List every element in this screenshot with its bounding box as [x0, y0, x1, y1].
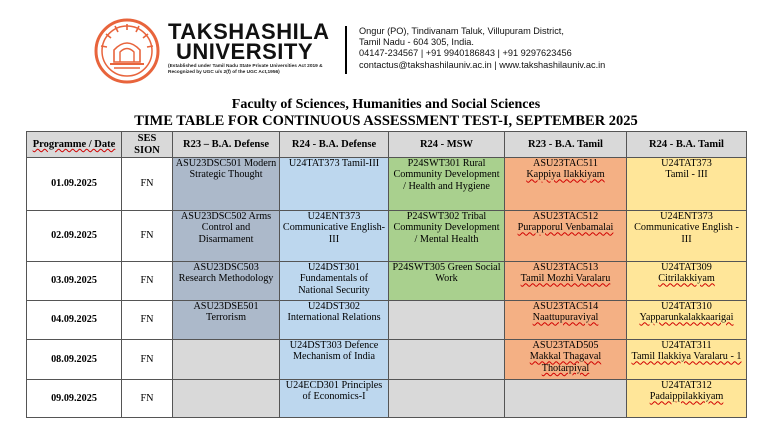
r23-defense-cell-empty	[172, 379, 280, 418]
date-cell: 04.09.2025	[26, 300, 122, 340]
r24-defense-cell: U24ECD301 Principles of Economics-I	[279, 379, 389, 418]
r23-defense-cell: ASU23DSE501 Terrorism	[172, 300, 280, 340]
session-cell: FN	[121, 379, 173, 418]
col-header-r24-defense: R24 - B.A. Defense	[279, 131, 389, 158]
col-header-r23-defense: R23 – B.A. Defense	[172, 131, 280, 158]
timetable-title: TIME TABLE FOR CONTINUOUS ASSESSMENT TES…	[134, 113, 638, 129]
r24-defense-cell: U24ENT373 Communicative English-III	[279, 210, 389, 262]
establishment-note: (Established under Tamil Nadu State Priv…	[168, 64, 323, 75]
date-cell: 01.09.2025	[26, 157, 122, 211]
r24-tamil-cell: U24TAT373 Tamil - III	[626, 157, 747, 211]
r23-tamil-cell-empty	[504, 379, 627, 418]
r23-tamil-cell: ASU23TAD505 Makkal Thagaval Thotarpiyal	[504, 339, 627, 380]
r23-tamil-cell: ASU23TAC511 Kappiya Ilakkiyam	[504, 157, 627, 211]
date-cell: 02.09.2025	[26, 210, 122, 262]
table-row: 08.09.2025 FN U24DST303 Defence Mechanis…	[26, 339, 747, 380]
timetable: Programme / Date SES SION R23 – B.A. Def…	[26, 131, 747, 418]
table-row: 01.09.2025 FN ASU23DSC501 Modern Strateg…	[26, 157, 747, 211]
col-header-session: SES SION	[121, 131, 173, 158]
university-name-line2: UNIVERSITY	[176, 39, 314, 64]
r24-defense-cell: U24DST301 Fundamentals of National Secur…	[279, 261, 389, 301]
r24-tamil-cell: U24TAT309 Citrilakkiyam	[626, 261, 747, 301]
r23-tamil-cell: ASU23TAC514 Naattupuraviyal	[504, 300, 627, 340]
r24-msw-cell-empty	[388, 339, 505, 380]
table-row: 02.09.2025 FN ASU23DSC502 Arms Control a…	[26, 210, 747, 262]
date-cell: 03.09.2025	[26, 261, 122, 301]
session-cell: FN	[121, 210, 173, 262]
header-row: Programme / Date SES SION R23 – B.A. Def…	[26, 131, 747, 158]
r24-tamil-cell: U24TAT311 Tamil Ilakkiya Varalaru - 1	[626, 339, 747, 380]
table-row: 03.09.2025 FN ASU23DSC503 Research Metho…	[26, 261, 747, 301]
r24-msw-cell-empty	[388, 379, 505, 418]
r23-defense-cell: ASU23DSC503 Research Methodology	[172, 261, 280, 301]
session-cell: FN	[121, 339, 173, 380]
r24-tamil-cell: U24ENT373 Communicative English - III	[626, 210, 747, 262]
col-header-r24-tamil: R24 - B.A. Tamil	[626, 131, 747, 158]
contact-block: Ongur (PO), Tindivanam Taluk, Villupuram…	[359, 26, 605, 71]
address-line1: Ongur (PO), Tindivanam Taluk, Villupuram…	[359, 26, 564, 36]
r24-tamil-cell: U24TAT310 Yapparunkalakkaarigai	[626, 300, 747, 340]
table-row: 09.09.2025 FN U24ECD301 Principles of Ec…	[26, 379, 747, 418]
r23-tamil-cell: ASU23TAC512 Purapporul Venbamalai	[504, 210, 627, 262]
date-cell: 09.09.2025	[26, 379, 122, 418]
university-name-line1: TAKSHASHILA	[168, 19, 330, 44]
session-cell: FN	[121, 300, 173, 340]
col-header-date: Programme / Date	[26, 131, 122, 158]
contact-line: contactus@takshashilauniv.ac.in | www.ta…	[359, 59, 606, 70]
r24-defense-cell: U24DST302 International Relations	[279, 300, 389, 340]
r24-msw-cell: P24SWT301 Rural Community Development / …	[388, 157, 505, 211]
r23-defense-cell: ASU23DSC501 Modern Strategic Thought	[172, 157, 280, 211]
r24-defense-cell: U24TAT373 Tamil-III	[279, 157, 389, 211]
header-divider	[345, 26, 347, 74]
session-cell: FN	[121, 157, 173, 211]
date-cell: 08.09.2025	[26, 339, 122, 380]
r24-defense-cell: U24DST303 Defence Mechanism of India	[279, 339, 389, 380]
phone-line: 04147-234567 | +91 9940186843 | +91 9297…	[359, 48, 572, 59]
r24-tamil-cell: U24TAT312 Padaippilakkiyam	[626, 379, 747, 418]
r23-tamil-cell: ASU23TAC513 Tamil Mozhi Varalaru	[504, 261, 627, 301]
r24-msw-cell: P24SWT302 Tribal Community Development /…	[388, 210, 505, 262]
address-line2: Tamil Nadu - 604 305, India.	[359, 37, 474, 48]
r24-msw-cell-empty	[388, 300, 505, 340]
table-row: 04.09.2025 FN ASU23DSE501 Terrorism U24D…	[26, 300, 747, 340]
faculty-title: Faculty of Sciences, Humanities and Soci…	[231, 97, 541, 112]
r23-defense-cell-empty	[172, 339, 280, 380]
r24-msw-cell: P24SWT305 Green Social Work	[388, 261, 505, 301]
session-cell: FN	[121, 261, 173, 301]
r23-defense-cell: ASU23DSC502 Arms Control and Disarmament	[172, 210, 280, 262]
university-name: TAKSHASHILA UNIVERSITY	[168, 19, 330, 64]
col-header-r23-tamil: R23 - B.A. Tamil	[504, 131, 627, 158]
col-header-r24-msw: R24 - MSW	[388, 131, 505, 158]
takshashila-logo	[94, 18, 160, 84]
